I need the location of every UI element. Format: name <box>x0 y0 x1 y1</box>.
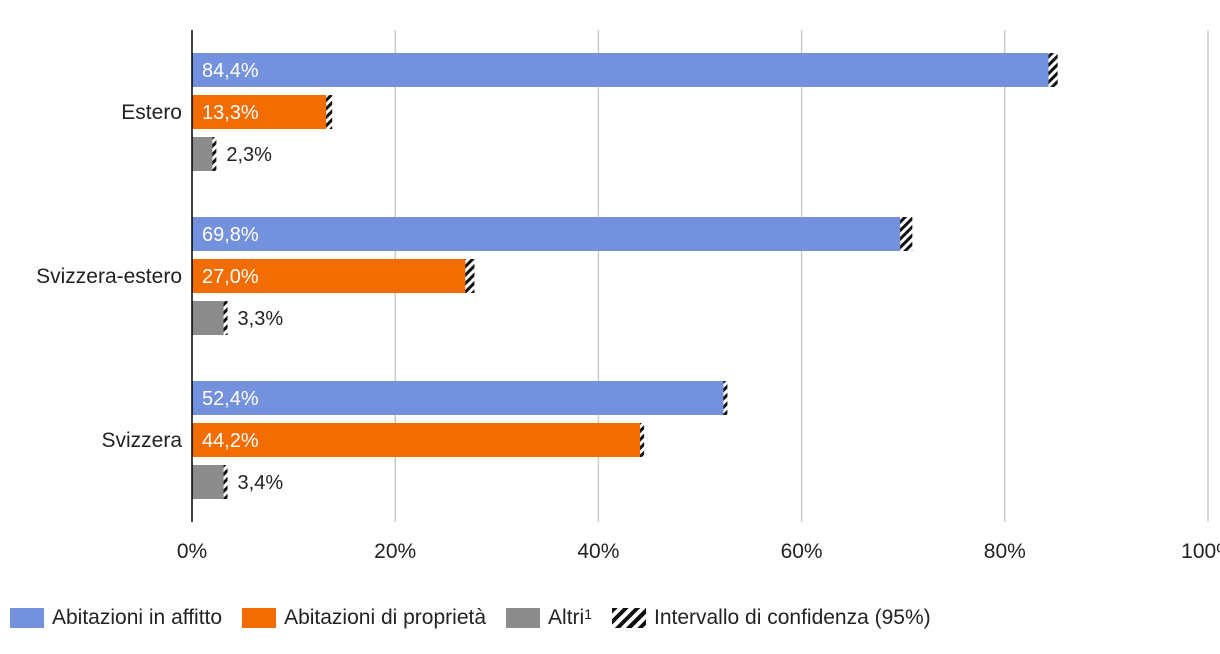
data-label: 13,3% <box>202 102 259 124</box>
category-label: Estero <box>121 101 182 124</box>
data-label: 84,4% <box>202 60 259 82</box>
confidence-interval <box>223 465 228 499</box>
category-labels: Estero Svizzera-estero Svizzera <box>36 101 182 452</box>
data-label: 27,0% <box>202 266 259 288</box>
data-label: 52,4% <box>202 388 259 410</box>
confidence-interval <box>223 301 228 335</box>
legend-footnote-marker: 1 <box>584 606 592 622</box>
x-tick-label: 80% <box>984 540 1026 563</box>
bar <box>192 423 642 457</box>
legend-swatch-proprieta <box>242 608 277 628</box>
confidence-interval <box>640 423 645 457</box>
legend-label-ci: Intervallo di confidenza (95%) <box>653 606 931 629</box>
bar <box>192 259 467 293</box>
category-label: Svizzera-estero <box>36 265 182 288</box>
data-label: 69,8% <box>202 224 259 246</box>
x-axis-ticks: 0% 20% 40% 60% 80% 100% <box>177 540 1220 563</box>
bar <box>192 465 227 499</box>
confidence-interval <box>326 95 333 129</box>
bars: 84,4% 13,3% 2,3% 69,8% 27,0% 3,3% 52,4% 44,2% 3,… <box>192 53 1058 499</box>
confidence-interval <box>900 217 913 251</box>
confidence-interval <box>465 259 475 293</box>
legend-label-affitto: Abitazioni in affitto <box>52 606 223 629</box>
legend-item-altri: Altri 1 <box>506 606 592 630</box>
x-tick-label: 100% <box>1181 540 1220 563</box>
bar <box>192 53 1050 87</box>
legend-item-proprieta: Abitazioni di proprietà <box>242 606 486 630</box>
confidence-interval <box>212 137 217 171</box>
data-label: 44,2% <box>202 430 259 452</box>
legend: Abitazioni in affitto Abitazioni di prop… <box>10 606 951 630</box>
category-label: Svizzera <box>101 429 182 452</box>
bar <box>192 137 216 171</box>
data-label: 3,4% <box>238 472 284 494</box>
bar <box>192 95 328 129</box>
bar-chart: 84,4% 13,3% 2,3% 69,8% 27,0% 3,3% 52,4% 44,2% 3,… <box>36 30 1220 563</box>
legend-item-ci: Intervallo di confidenza (95%) <box>611 606 931 630</box>
legend-label-altri: Altri <box>548 606 585 629</box>
x-tick-label: 20% <box>374 540 416 563</box>
confidence-interval <box>1048 53 1058 87</box>
legend-swatch-altri <box>506 608 541 628</box>
legend-swatch-ci <box>611 608 646 628</box>
legend-label-proprieta: Abitazioni di proprietà <box>284 606 487 629</box>
legend-item-affitto: Abitazioni in affitto <box>10 606 222 630</box>
bar <box>192 381 725 415</box>
data-label: 2,3% <box>226 144 272 166</box>
x-tick-label: 60% <box>781 540 823 563</box>
legend-swatch-affitto <box>10 608 44 628</box>
confidence-interval <box>723 381 728 415</box>
data-label: 3,3% <box>238 308 284 330</box>
x-tick-label: 0% <box>177 540 207 563</box>
x-tick-label: 40% <box>577 540 619 563</box>
bar <box>192 301 226 335</box>
bar <box>192 217 902 251</box>
